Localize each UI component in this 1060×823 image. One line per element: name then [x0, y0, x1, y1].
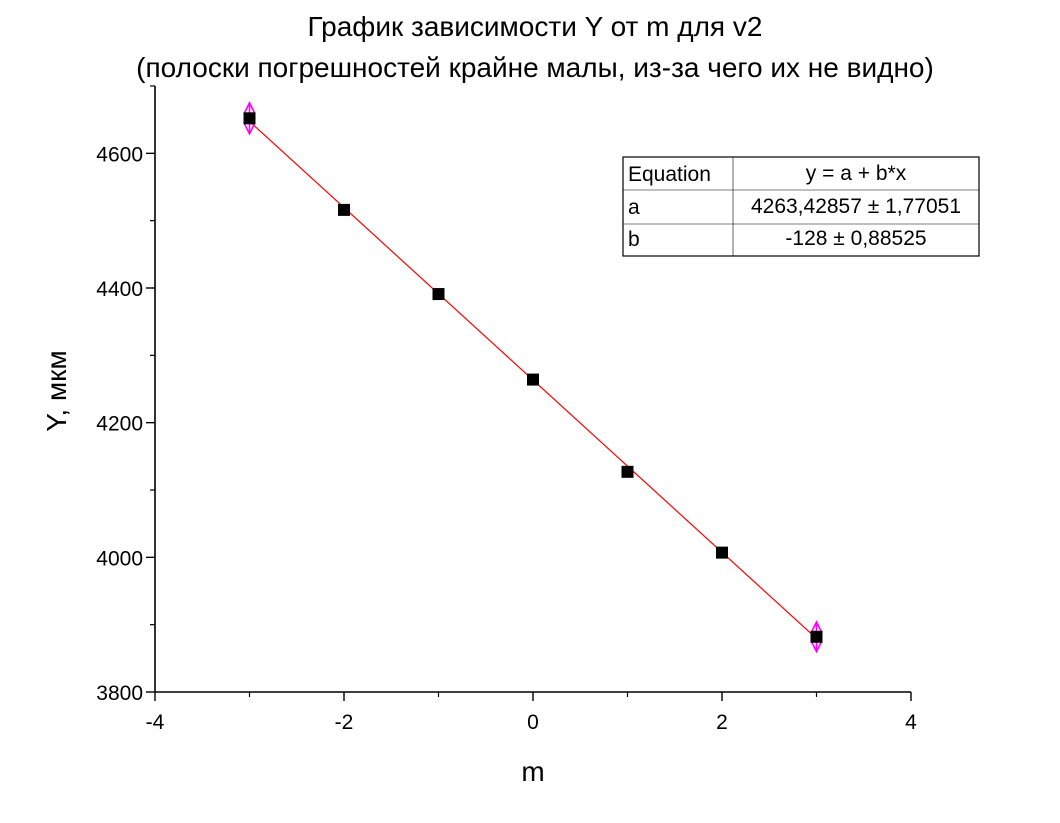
- x-tick-label: -4: [146, 711, 165, 734]
- fit-results-table: Equation y = a + b*x a 4263,42857 ± 1,77…: [622, 156, 980, 257]
- x-axis-label: m: [521, 756, 544, 787]
- x-tick-label: -2: [335, 711, 354, 734]
- table-row-a-label: a: [628, 196, 640, 219]
- chart-subtitle: (полоски погрешностей крайне малы, из-за…: [136, 52, 934, 83]
- table-row-b-value: -128 ± 0,88525: [785, 227, 926, 250]
- y-tick-label: 3800: [96, 682, 143, 705]
- data-point: [243, 112, 256, 125]
- table-row-a-value: 4263,42857 ± 1,77051: [751, 195, 961, 218]
- table-header-value: y = a + b*x: [806, 162, 907, 185]
- data-point: [716, 546, 728, 559]
- table-header-label: Equation: [628, 163, 711, 186]
- chart-title: График зависимости Y от m для v2: [308, 11, 763, 42]
- y-tick-label: 4000: [96, 547, 143, 570]
- y-tick-label: 4600: [96, 143, 143, 166]
- data-point: [432, 288, 445, 301]
- x-tick-label: 2: [716, 711, 728, 734]
- table-row-b-label: b: [628, 228, 640, 251]
- y-tick-label: 4200: [96, 413, 143, 436]
- y-axis-label: Y, мкм: [41, 350, 72, 431]
- data-point: [338, 203, 350, 216]
- x-tick-label: 0: [527, 711, 539, 734]
- data-point: [621, 465, 634, 478]
- data-point: [810, 630, 823, 643]
- data-point: [527, 373, 539, 386]
- x-tick-label: 4: [905, 711, 917, 734]
- y-tick-label: 4400: [96, 278, 143, 301]
